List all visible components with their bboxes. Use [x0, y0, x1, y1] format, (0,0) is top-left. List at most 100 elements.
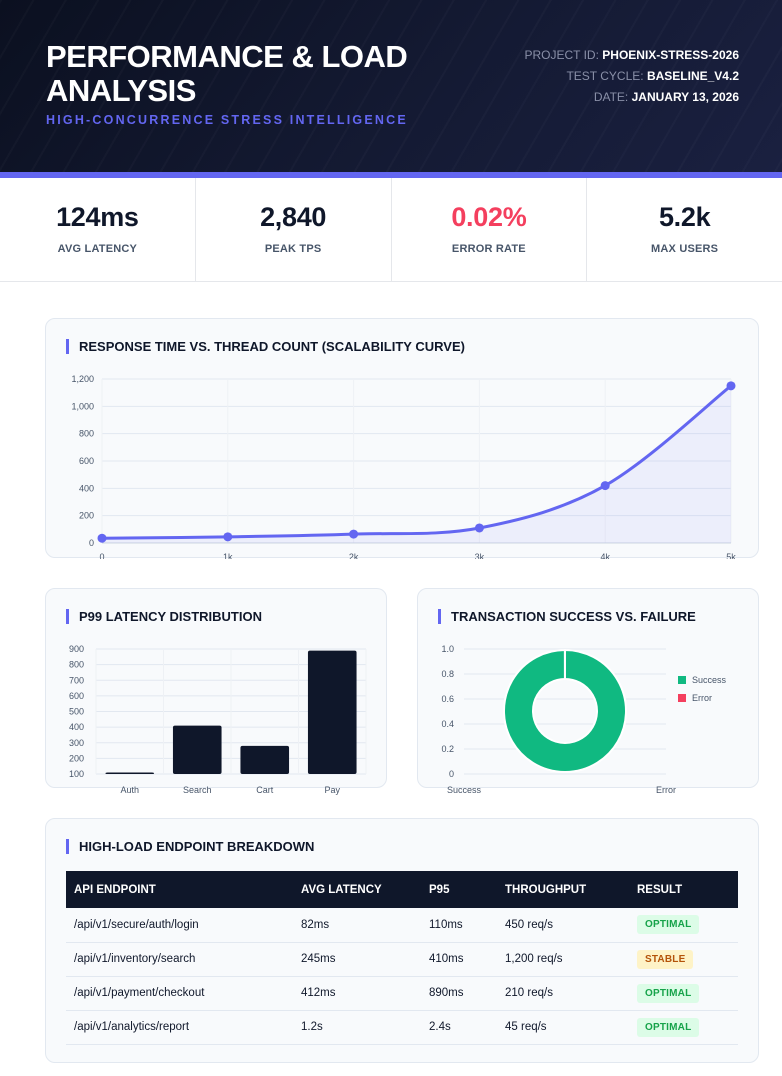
y-tick-label: 200 — [69, 753, 84, 763]
scalability-line-chart: 0 200 400 600 800 1,000 1,200 0 1k 2k 3k 4k 5k — [71, 374, 736, 559]
kpi-error-rate: 0.02% ERROR RATE — [392, 178, 588, 281]
y-tick-label: 1.0 — [441, 644, 454, 654]
data-point — [474, 523, 484, 533]
y-tick-label: 100 — [69, 769, 84, 779]
chart-legend: Success Error — [678, 675, 726, 711]
transaction-donut-chart: 0 0.2 0.4 0.6 0.8 1.0 Success Error — [441, 644, 676, 795]
result-cell: OPTIMAL — [629, 976, 738, 1011]
column-header: API ENDPOINT — [74, 883, 156, 896]
x-tick-label: 3k — [475, 552, 485, 559]
y-tick-label: 0 — [89, 538, 94, 548]
x-tick-label: Success — [447, 785, 482, 795]
x-tick-label: 4k — [600, 552, 610, 559]
table-header-row: API ENDPOINT AVG LATENCY P95 THROUGHPUT … — [66, 871, 738, 908]
endpoint-cell: /api/v1/payment/checkout — [66, 976, 293, 1011]
y-tick-label: 900 — [69, 644, 84, 654]
data-point — [726, 381, 736, 391]
data-point — [223, 532, 233, 542]
y-tick-label: 200 — [79, 511, 94, 521]
chart-title: RESPONSE TIME VS. THREAD COUNT (SCALABIL… — [66, 339, 465, 354]
kpi-label: PEAK TPS — [264, 243, 322, 255]
y-tick-label: 800 — [79, 429, 94, 439]
x-tick-label: Auth — [120, 785, 139, 795]
y-tick-label: 600 — [69, 691, 84, 701]
bar — [172, 725, 222, 774]
result-cell: OPTIMAL — [629, 908, 738, 943]
meta-project-id: PROJECT ID: PHOENIX-STRESS-2026 — [524, 48, 739, 62]
x-tick-label: Cart — [256, 785, 274, 795]
endpoint-cell: /api/v1/inventory/search — [66, 942, 293, 977]
report-meta: PROJECT ID: PHOENIX-STRESS-2026 TEST CYC… — [509, 48, 739, 111]
y-tick-label: 300 — [69, 738, 84, 748]
x-tick-label: Error — [656, 785, 676, 795]
kpi-strip: 124ms AVG LATENCY 2,840 PEAK TPS 0.02% E… — [0, 178, 782, 282]
bar — [307, 650, 357, 774]
kpi-value: 5.2k — [658, 202, 711, 232]
transaction-chart-card: TRANSACTION SUCCESS VS. FAILURE 0 0.2 0.4 0… — [417, 588, 759, 795]
y-tick-label: 0.8 — [441, 669, 454, 679]
y-tick-label: 500 — [69, 707, 84, 717]
endpoint-table: API ENDPOINT AVG LATENCY P95 THROUGHPUT … — [66, 871, 738, 1045]
p95-cell: 110ms — [421, 908, 497, 943]
status-badge: OPTIMAL — [637, 915, 700, 935]
latency-cell: 82ms — [293, 908, 421, 943]
y-tick-label: 0.6 — [441, 694, 454, 704]
scalability-chart-card: RESPONSE TIME VS. THREAD COUNT (SCALABIL… — [45, 318, 759, 559]
y-tick-label: 700 — [69, 675, 84, 685]
table-row: /api/v1/inventory/search 245ms 410ms 1,2… — [66, 942, 738, 977]
y-tick-label: 400 — [79, 483, 94, 493]
header-accent-bar — [0, 172, 782, 178]
legend-swatch — [678, 676, 686, 684]
p95-cell: 2.4s — [421, 1010, 497, 1045]
result-cell: STABLE — [629, 942, 738, 977]
table-row: /api/v1/secure/auth/login 82ms 110ms 450… — [66, 908, 738, 943]
throughput-cell: 450 req/s — [497, 908, 629, 943]
x-tick-label: 0 — [99, 552, 104, 559]
p95-cell: 890ms — [421, 976, 497, 1011]
kpi-peak-tps: 2,840 PEAK TPS — [196, 178, 392, 281]
kpi-avg-latency: 124ms AVG LATENCY — [0, 178, 196, 281]
data-point — [349, 529, 359, 539]
x-tick-label: 5k — [726, 552, 736, 559]
series-area-fill — [102, 385, 731, 543]
y-tick-label: 0.4 — [441, 719, 454, 729]
kpi-value: 124ms — [56, 202, 139, 232]
status-badge: STABLE — [637, 949, 694, 969]
chart-title: TRANSACTION SUCCESS VS. FAILURE — [438, 609, 696, 624]
y-tick-label: 400 — [69, 722, 84, 732]
y-tick-label: 0.2 — [441, 744, 454, 754]
data-point — [97, 533, 107, 543]
endpoint-cell: /api/v1/secure/auth/login — [66, 908, 293, 943]
latency-cell: 1.2s — [293, 1010, 421, 1045]
legend-item-success: Success — [678, 675, 726, 685]
p99-chart-card: P99 LATENCY DISTRIBUTION 100 200 300 400 500… — [45, 588, 387, 795]
report-title: PERFORMANCE & LOAD ANALYSIS — [46, 39, 408, 108]
endpoint-cell: /api/v1/analytics/report — [66, 1010, 293, 1045]
column-header: P95 — [429, 883, 450, 896]
column-header: RESULT — [637, 883, 683, 896]
x-tick-label: Search — [183, 785, 212, 795]
latency-cell: 412ms — [293, 976, 421, 1011]
kpi-value: 2,840 — [260, 202, 327, 232]
meta-test-cycle: TEST CYCLE: BASELINE_V4.2 — [566, 69, 739, 83]
p95-cell: 410ms — [421, 942, 497, 977]
kpi-value: 0.02% — [451, 202, 527, 232]
chart-title: P99 LATENCY DISTRIBUTION — [66, 609, 262, 624]
result-cell: OPTIMAL — [629, 1010, 738, 1045]
pie-slice-success — [502, 648, 627, 773]
x-tick-label: 2k — [349, 552, 359, 559]
report-header: PERFORMANCE & LOAD ANALYSIS HIGH-CONCURR… — [0, 0, 782, 172]
x-tick-label: 1k — [223, 552, 233, 559]
throughput-cell: 1,200 req/s — [497, 942, 629, 977]
kpi-label: MAX USERS — [651, 243, 719, 255]
endpoint-table-card: HIGH-LOAD ENDPOINT BREAKDOWN API ENDPOIN… — [45, 818, 759, 1063]
kpi-max-users: 5.2k MAX USERS — [587, 178, 782, 281]
bar — [105, 772, 155, 774]
throughput-cell: 45 req/s — [497, 1010, 629, 1045]
report-subtitle: HIGH-CONCURRENCE STRESS INTELLIGENCE — [46, 113, 408, 127]
y-tick-label: 600 — [79, 456, 94, 466]
table-row: /api/v1/analytics/report 1.2s 2.4s 45 re… — [66, 1010, 738, 1045]
y-tick-label: 0 — [449, 769, 454, 779]
x-tick-label: Pay — [324, 785, 340, 795]
status-badge: OPTIMAL — [637, 1017, 700, 1037]
